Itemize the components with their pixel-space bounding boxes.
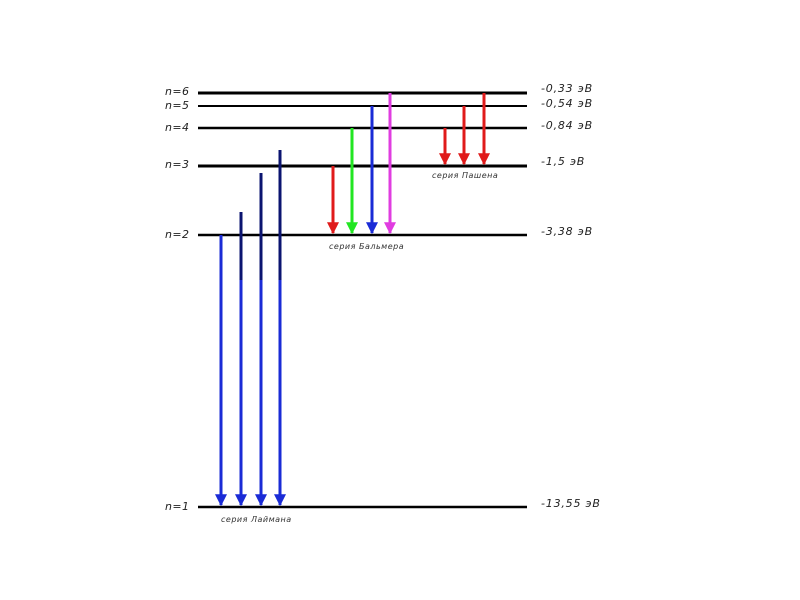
energy-label-n2: -3,38 эВ [541,225,593,238]
level-label-n2: n=2 [165,228,189,241]
energy-label-n1: -13,55 эВ [541,497,601,510]
lyman-series-label: серия Лаймана [221,515,292,524]
balmer-series-label: серия Бальмера [329,242,404,251]
energy-label-n6: -0,33 эВ [541,82,593,95]
lyman-series-arrows [215,150,286,507]
energy-label-n3: -1,5 эВ [541,155,585,168]
level-label-n3: n=3 [165,158,189,171]
level-label-n4: n=4 [165,121,189,134]
energy-label-n4: -0,84 эВ [541,119,593,132]
paschen-series-arrows [439,93,490,166]
level-label-n6: n=6 [165,85,189,98]
energy-label-n5: -0,54 эВ [541,97,593,110]
balmer-series-arrows [327,93,396,235]
paschen-series-label: серия Пашена [432,171,498,180]
level-label-n1: n=1 [165,500,189,513]
level-label-n5: n=5 [165,99,189,112]
